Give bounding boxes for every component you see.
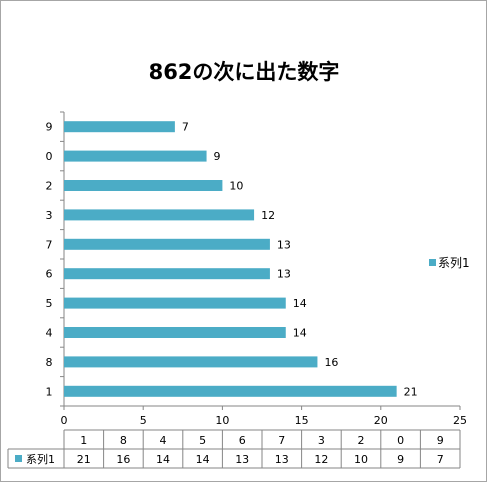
bar bbox=[64, 356, 318, 368]
table-legend-key bbox=[15, 455, 22, 462]
table-header-cell: 1 bbox=[80, 434, 87, 447]
data-label: 13 bbox=[277, 268, 291, 281]
table-header-cell: 3 bbox=[318, 434, 325, 447]
y-tick-label: 9 bbox=[46, 121, 53, 134]
y-tick-label: 2 bbox=[46, 180, 53, 193]
plot-area: 1 21 8 16 4 14 5 14 6 13 7 13 3 12 2 10 0 9 9 7 0 5 10 15 20 25 bbox=[46, 111, 467, 427]
table-header-cell: 7 bbox=[278, 434, 285, 447]
y-tick-label: 3 bbox=[46, 209, 53, 222]
y-tick-label: 7 bbox=[46, 238, 53, 251]
table-header-cell: 5 bbox=[199, 434, 206, 447]
table-series-name: 系列1 bbox=[26, 452, 55, 466]
bar bbox=[64, 150, 207, 162]
x-tick-label: 20 bbox=[374, 414, 388, 427]
table-header-cell: 2 bbox=[358, 434, 365, 447]
table-value-cell: 10 bbox=[354, 453, 368, 466]
table-value-cell: 14 bbox=[196, 453, 210, 466]
table-header-cell: 4 bbox=[160, 434, 167, 447]
table-header-cell: 8 bbox=[120, 434, 127, 447]
data-table: 1 8 4 5 6 7 3 2 0 9 系列1 21 16 14 14 13 13 12 10 9 7 bbox=[7, 429, 461, 469]
y-tick-label: 4 bbox=[46, 327, 53, 340]
data-label: 14 bbox=[293, 297, 307, 310]
legend: 系列1 bbox=[429, 256, 470, 270]
legend-label: 系列1 bbox=[438, 256, 470, 270]
y-tick-label: 1 bbox=[46, 385, 53, 398]
table-value-cell: 7 bbox=[437, 453, 444, 466]
table-value-cell: 16 bbox=[116, 453, 130, 466]
table-value-cell: 14 bbox=[156, 453, 170, 466]
data-label: 7 bbox=[182, 121, 189, 134]
y-tick-label: 0 bbox=[46, 150, 53, 163]
bar bbox=[64, 180, 223, 191]
x-tick-label: 0 bbox=[61, 414, 68, 427]
bar bbox=[64, 385, 397, 397]
table-header-cell: 6 bbox=[239, 434, 246, 447]
table-header-cell: 0 bbox=[397, 434, 404, 447]
x-tick-label: 25 bbox=[453, 414, 467, 427]
bar bbox=[64, 297, 286, 309]
bar bbox=[64, 268, 270, 280]
legend-key bbox=[429, 259, 436, 266]
x-tick-label: 10 bbox=[215, 414, 229, 427]
data-label: 13 bbox=[277, 238, 291, 251]
table-value-cell: 12 bbox=[314, 453, 328, 466]
y-tick-label: 5 bbox=[46, 297, 53, 310]
bar bbox=[64, 209, 255, 221]
data-label: 14 bbox=[293, 327, 307, 340]
data-label: 10 bbox=[229, 180, 243, 193]
table-value-cell: 13 bbox=[275, 453, 289, 466]
data-label: 21 bbox=[404, 385, 418, 398]
x-tick-label: 5 bbox=[140, 414, 147, 427]
y-tick-label: 8 bbox=[46, 356, 53, 369]
bar bbox=[64, 121, 175, 133]
table-value-cell: 9 bbox=[397, 453, 404, 466]
data-label: 16 bbox=[324, 356, 338, 369]
data-label: 12 bbox=[261, 209, 275, 222]
y-tick-label: 6 bbox=[46, 268, 53, 281]
bar bbox=[64, 327, 286, 338]
table-header-cell: 9 bbox=[437, 434, 444, 447]
bar bbox=[64, 238, 270, 250]
x-tick-label: 15 bbox=[295, 414, 309, 427]
data-label: 9 bbox=[214, 150, 221, 163]
chart-title: 862の次に出た数字 bbox=[149, 60, 340, 84]
table-value-cell: 21 bbox=[77, 453, 91, 466]
table-value-cell: 13 bbox=[235, 453, 249, 466]
